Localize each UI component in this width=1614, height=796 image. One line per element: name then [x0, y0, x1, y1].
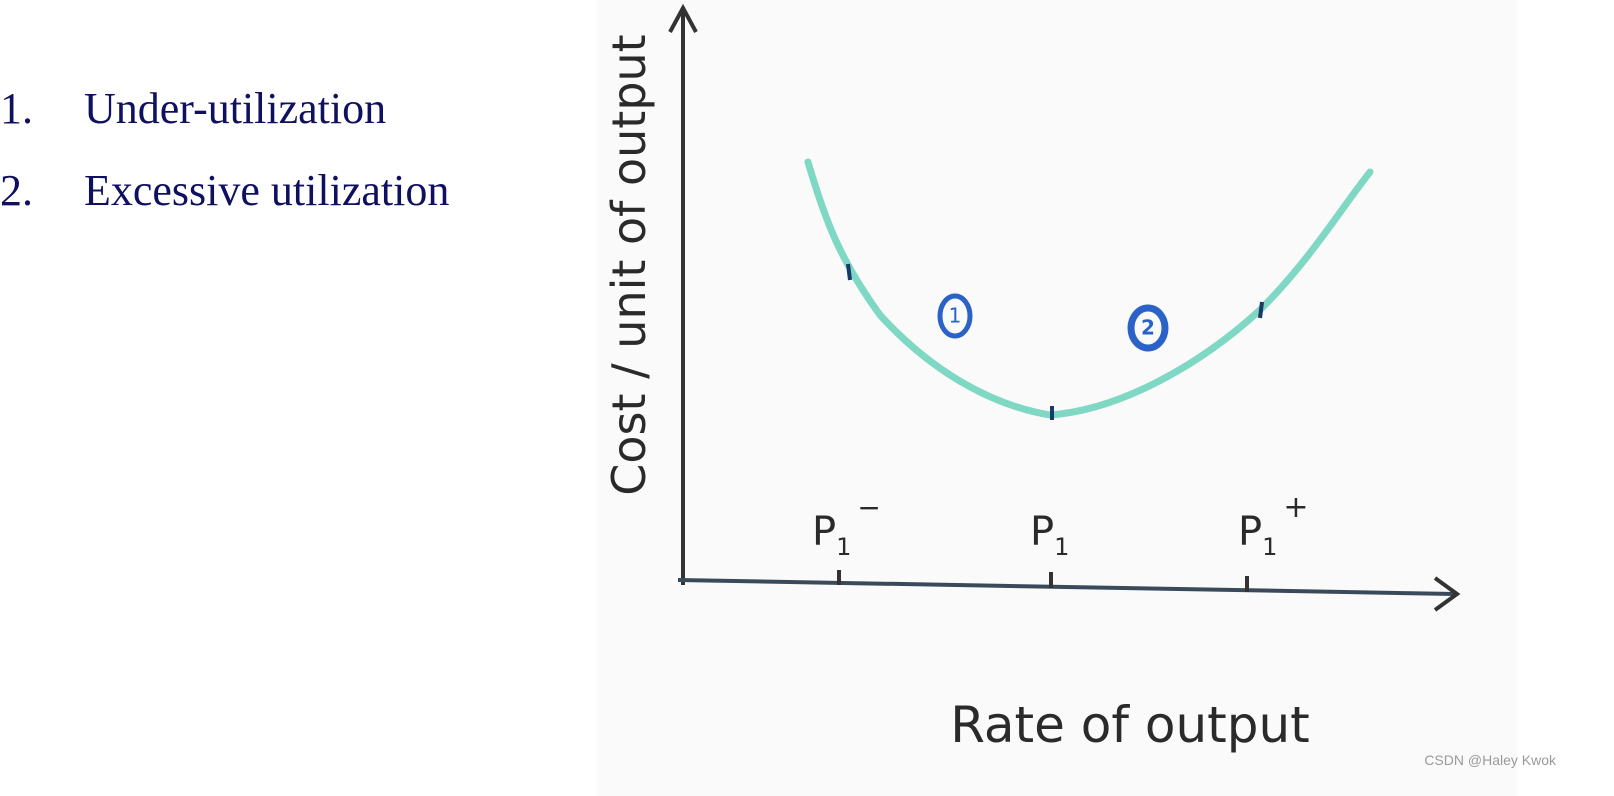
tick-label: P1	[1030, 509, 1069, 561]
y-axis-label: Cost / unit of output	[602, 34, 656, 495]
tick-sub: 1	[1262, 533, 1277, 561]
region-circle	[1127, 304, 1169, 352]
paper	[597, 0, 1517, 796]
tick-base: P	[1030, 509, 1054, 555]
list-text: Under-utilization	[84, 84, 387, 133]
tick-sup: −	[857, 491, 880, 524]
watermark: CSDN @Haley Kwok	[1424, 752, 1556, 768]
y-arrow	[668, 3, 698, 33]
list-text: Excessive utilization	[84, 166, 450, 215]
list-number: 1.	[0, 84, 33, 133]
x-arrow	[1433, 576, 1461, 612]
tick-base: P	[1238, 509, 1262, 555]
region-circle	[937, 293, 973, 339]
tick-label: P1−	[812, 491, 881, 561]
list: 1. Under-utilization 2. Excessive utilizat…	[0, 68, 449, 232]
x-axis-label: Rate of output	[950, 696, 1310, 754]
list-item: 1. Under-utilization	[0, 68, 449, 150]
tick-sup: +	[1283, 490, 1308, 525]
curve-mark	[846, 263, 852, 281]
tick-sub: 1	[1054, 533, 1069, 561]
tick-base: P	[812, 509, 836, 555]
region-label: 2	[1141, 316, 1155, 340]
x-axis	[677, 578, 1456, 596]
list-number: 2.	[0, 166, 33, 215]
tick-sub: 1	[836, 533, 851, 561]
curve-mark	[1258, 301, 1264, 319]
tick-label: P1+	[1238, 490, 1309, 561]
list-item: 2. Excessive utilization	[0, 150, 449, 232]
region-label: 1	[949, 304, 962, 328]
